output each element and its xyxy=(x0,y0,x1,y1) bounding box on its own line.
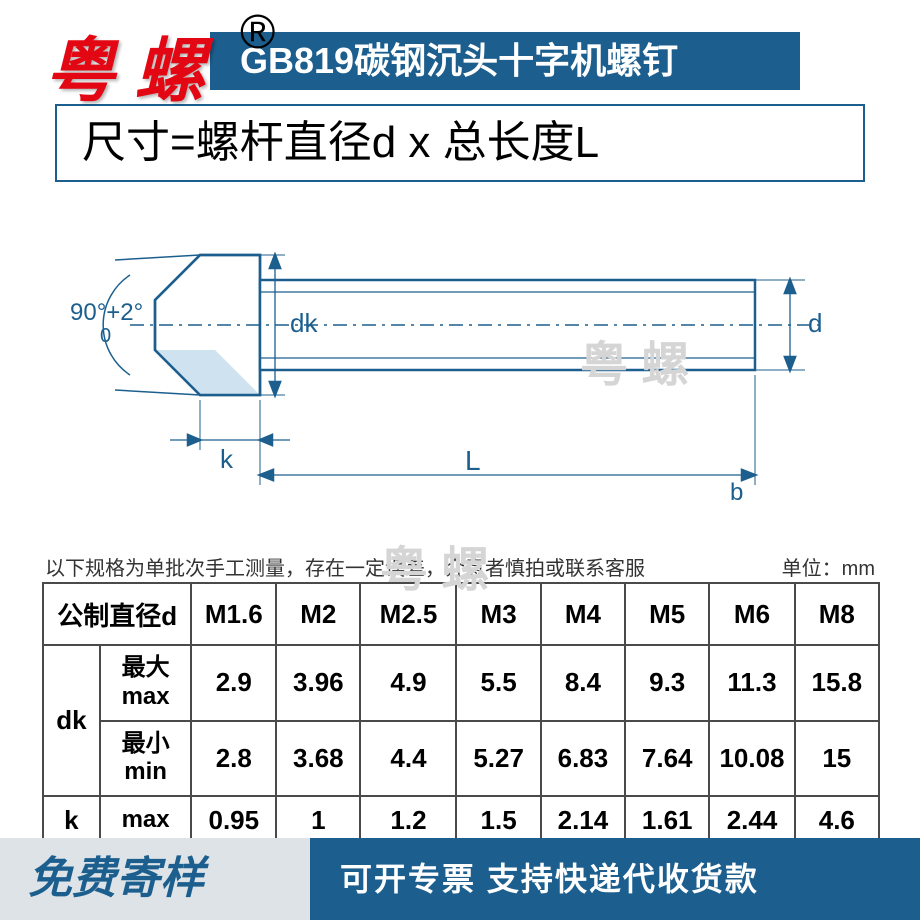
cell: 2.9 xyxy=(191,645,276,721)
table-header-row: 公制直径d M1.6 M2 M2.5 M3 M4 M5 M6 M8 xyxy=(43,583,879,645)
svg-text:90°+2°: 90°+2° xyxy=(70,299,143,326)
cell: 2.8 xyxy=(191,721,276,797)
col-m25: M2.5 xyxy=(360,583,456,645)
col-m2: M2 xyxy=(276,583,360,645)
cell: 6.83 xyxy=(541,721,625,797)
table-note: 以下规格为单批次手工测量，存在一定误差，介意者慎拍或联系客服 单位：mm xyxy=(45,552,875,581)
col-m5: M5 xyxy=(625,583,709,645)
brand-logo: 粤 螺 xyxy=(45,15,204,116)
row-sub: 最大max xyxy=(100,645,192,721)
svg-text:b: b xyxy=(730,479,743,500)
registered-mark: ® xyxy=(240,5,275,60)
cell: 15.8 xyxy=(795,645,879,721)
col-m6: M6 xyxy=(709,583,794,645)
col-m4: M4 xyxy=(541,583,625,645)
cell: 3.96 xyxy=(276,645,360,721)
cell: 5.5 xyxy=(456,645,540,721)
cell: 4.4 xyxy=(360,721,456,797)
col-m8: M8 xyxy=(795,583,879,645)
spec-table: 公制直径d M1.6 M2 M2.5 M3 M4 M5 M6 M8 dk 最大m… xyxy=(42,582,880,846)
footer-left: 免费寄样 xyxy=(0,838,310,920)
cell: 3.68 xyxy=(276,721,360,797)
title-bar: GB819碳钢沉头十字机螺钉 xyxy=(210,32,800,90)
svg-text:k: k xyxy=(220,444,234,474)
row-group-dk: dk xyxy=(43,645,100,796)
col-m16: M1.6 xyxy=(191,583,276,645)
svg-text:dk: dk xyxy=(290,308,318,338)
footer-right: 可开专票 支持快递代收货款 xyxy=(310,838,920,920)
note-left: 以下规格为单批次手工测量，存在一定误差，介意者慎拍或联系客服 xyxy=(45,552,645,581)
screw-diagram: 90°+2° 0 dk d k L b xyxy=(60,200,860,500)
cell: 8.4 xyxy=(541,645,625,721)
col-m3: M3 xyxy=(456,583,540,645)
table-row: dk 最大max 2.9 3.96 4.9 5.5 8.4 9.3 11.3 1… xyxy=(43,645,879,721)
svg-text:0: 0 xyxy=(100,325,111,347)
footer: 免费寄样 可开专票 支持快递代收货款 xyxy=(0,838,920,920)
cell: 15 xyxy=(795,721,879,797)
svg-text:d: d xyxy=(808,308,822,338)
svg-text:L: L xyxy=(465,445,481,476)
cell: 11.3 xyxy=(709,645,794,721)
row-sub: 最小min xyxy=(100,721,192,797)
note-right: 单位：mm xyxy=(782,552,875,581)
table-row: 最小min 2.8 3.68 4.4 5.27 6.83 7.64 10.08 … xyxy=(43,721,879,797)
cell: 4.9 xyxy=(360,645,456,721)
cell: 10.08 xyxy=(709,721,794,797)
cell: 7.64 xyxy=(625,721,709,797)
cell: 9.3 xyxy=(625,645,709,721)
cell: 5.27 xyxy=(456,721,540,797)
col-d: 公制直径d xyxy=(43,583,191,645)
